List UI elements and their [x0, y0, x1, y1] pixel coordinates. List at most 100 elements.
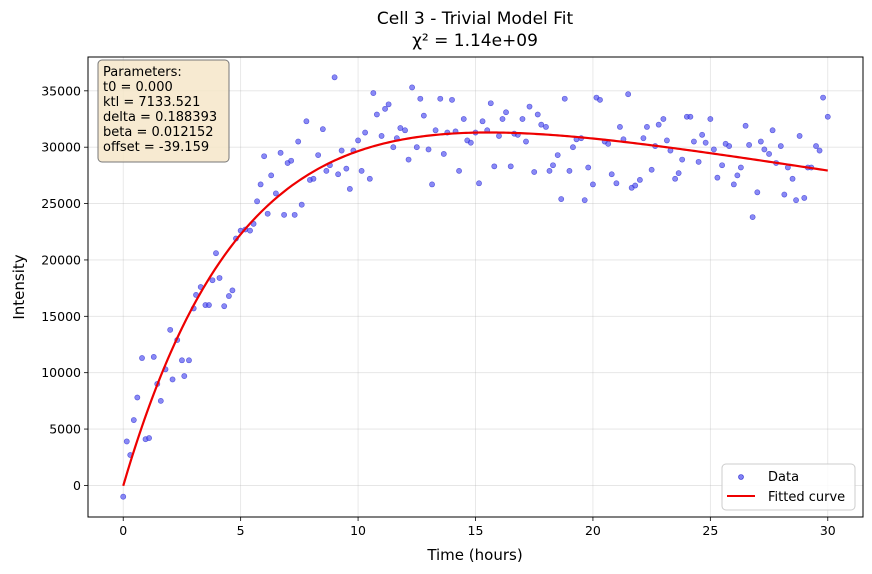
data-point — [378, 133, 385, 139]
data-point — [761, 146, 768, 153]
x-tick-label: 0 — [119, 523, 127, 538]
data-point — [405, 156, 412, 163]
data-point — [503, 109, 509, 116]
x-tick-label: 20 — [585, 523, 601, 538]
data-point — [303, 118, 310, 125]
data-point — [632, 182, 639, 189]
data-point — [534, 111, 541, 118]
y-tick-label: 25000 — [41, 196, 81, 211]
data-point — [409, 84, 415, 91]
parameters-line: ktl = 7133.521 — [103, 95, 200, 110]
data-point — [315, 152, 322, 158]
data-point — [134, 394, 141, 401]
chart-subtitle: χ² = 1.14e+09 — [412, 31, 538, 51]
data-point — [538, 121, 545, 128]
data-point — [640, 135, 647, 142]
data-point — [699, 131, 706, 138]
data-point — [268, 172, 275, 179]
data-point — [801, 195, 808, 201]
data-point — [734, 172, 741, 179]
data-point — [167, 326, 174, 333]
data-point — [769, 127, 776, 134]
data-point — [660, 116, 667, 122]
data-point — [343, 165, 350, 172]
data-point — [216, 275, 223, 281]
data-point — [277, 149, 284, 156]
data-point — [672, 175, 679, 182]
data-point — [331, 74, 338, 81]
data-point — [476, 180, 482, 187]
data-point — [648, 166, 655, 173]
data-point — [254, 198, 260, 205]
data-point — [272, 190, 279, 197]
legend: Data Fitted curve — [721, 463, 856, 511]
data-point — [247, 227, 253, 234]
data-point — [691, 138, 697, 145]
y-tick-label: 10000 — [41, 365, 81, 380]
data-point — [816, 147, 823, 154]
parameters-box-background — [97, 59, 230, 163]
fitted-curve-line — [122, 131, 828, 487]
data-point — [382, 105, 388, 112]
data-point — [789, 175, 796, 182]
data-point — [298, 201, 305, 208]
data-point — [746, 142, 752, 148]
data-point — [523, 138, 529, 145]
data-point — [519, 116, 526, 122]
data-point — [664, 137, 670, 144]
data-point — [295, 138, 302, 145]
data-point — [737, 164, 744, 171]
chart-title: Cell 3 - Trivial Model Fit — [377, 9, 574, 29]
data-point — [209, 277, 216, 284]
data-point — [346, 186, 353, 192]
data-point — [824, 113, 831, 120]
data-point — [597, 96, 603, 103]
data-point — [229, 287, 236, 294]
data-point — [590, 181, 596, 188]
data-points — [120, 74, 831, 500]
data-point — [566, 167, 573, 174]
parameters-line: Parameters: — [103, 65, 182, 80]
data-point — [781, 191, 788, 198]
data-point — [675, 170, 682, 177]
grid-lines — [88, 57, 863, 517]
data-point — [437, 95, 444, 102]
legend-box — [721, 463, 856, 511]
legend-marker-data — [738, 474, 744, 480]
x-axis-ticks: 0 5 10 15 20 25 30 — [119, 517, 836, 538]
data-point — [449, 96, 455, 103]
data-point — [335, 171, 342, 178]
data-point — [554, 152, 561, 158]
data-point — [543, 124, 549, 130]
data-point — [585, 164, 592, 171]
data-point — [429, 181, 435, 188]
data-point — [479, 118, 486, 125]
data-point — [719, 162, 725, 169]
data-point — [679, 156, 686, 163]
data-point — [793, 197, 799, 204]
data-point — [730, 181, 737, 188]
data-point — [261, 153, 268, 160]
x-tick-label: 5 — [237, 523, 245, 538]
data-point — [742, 122, 749, 129]
data-point — [417, 95, 424, 102]
y-tick-label: 20000 — [41, 252, 81, 267]
x-tick-label: 15 — [468, 523, 484, 538]
data-point — [385, 101, 392, 108]
y-tick-label: 30000 — [41, 140, 81, 155]
data-point — [757, 138, 764, 145]
data-point — [213, 250, 219, 257]
data-point — [687, 113, 694, 120]
y-tick-label: 15000 — [41, 309, 81, 324]
data-point — [319, 126, 326, 133]
data-point — [373, 111, 380, 118]
data-point — [561, 95, 568, 102]
data-point — [558, 196, 565, 202]
data-point — [413, 144, 420, 151]
data-point — [636, 176, 643, 183]
data-point — [617, 124, 623, 130]
data-point — [123, 438, 130, 445]
data-point — [644, 124, 650, 130]
data-point — [291, 211, 298, 218]
data-point — [355, 137, 361, 144]
